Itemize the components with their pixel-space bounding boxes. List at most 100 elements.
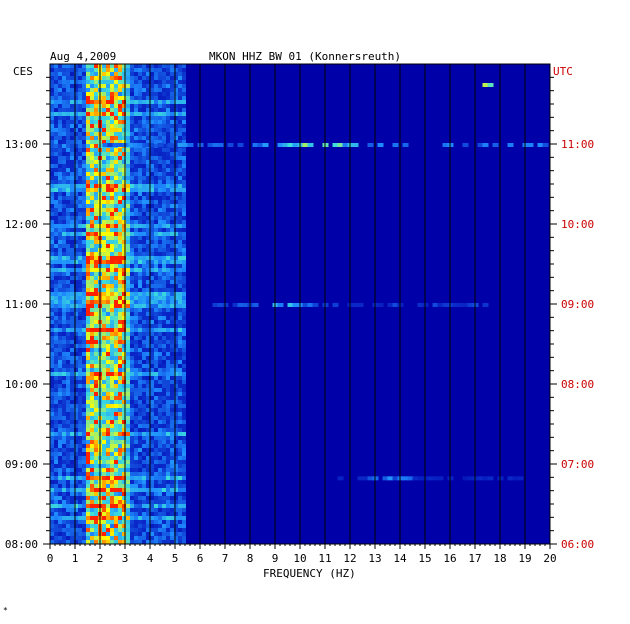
spectrogram-cell <box>162 192 166 196</box>
spectrogram-cell <box>86 376 90 380</box>
spectrogram-cell <box>178 220 182 224</box>
spectrogram-cell <box>182 400 186 404</box>
spectrogram-cell <box>170 508 174 512</box>
spectrogram-cell <box>62 416 66 420</box>
spectrogram-cell <box>126 240 130 244</box>
spectrogram-cell <box>74 200 78 204</box>
spectrogram-cell <box>58 228 62 232</box>
spectrogram-cell <box>166 160 170 164</box>
spectrogram-cell <box>150 156 154 160</box>
spectrogram-cell <box>130 428 134 432</box>
spectrogram-cell <box>174 240 178 244</box>
spectrogram-cell <box>82 484 86 488</box>
spectrogram-cell <box>182 228 186 232</box>
spectrogram-cell <box>118 472 122 476</box>
event-cell <box>477 476 484 481</box>
spectrogram-cell <box>126 412 130 416</box>
spectrogram-cell <box>138 204 142 208</box>
spectrogram-cell <box>54 332 58 336</box>
spectrogram-cell <box>86 504 90 508</box>
spectrogram-cell <box>150 280 154 284</box>
spectrogram-cell <box>126 472 130 476</box>
spectrogram-cell <box>74 80 78 84</box>
spectrogram-cell <box>142 128 146 132</box>
spectrogram-cell <box>146 336 150 340</box>
spectrogram-cell <box>106 132 110 136</box>
spectrogram-cell <box>182 436 186 440</box>
spectrogram-cell <box>94 540 98 544</box>
spectrogram-cell <box>166 128 170 132</box>
spectrogram-cell <box>130 112 134 116</box>
spectrogram-cell <box>170 300 174 304</box>
spectrogram-cell <box>70 460 74 464</box>
spectrogram-cell <box>158 444 162 448</box>
spectrogram-cell <box>70 204 74 208</box>
spectrogram-cell <box>114 140 118 144</box>
spectrogram-cell <box>110 248 114 252</box>
spectrogram-cell <box>70 388 74 392</box>
spectrogram-cell <box>114 336 118 340</box>
spectrogram-cell <box>122 308 126 312</box>
spectrogram-cell <box>150 252 154 256</box>
spectrogram-cell <box>70 476 74 480</box>
spectrogram-cell <box>50 436 54 440</box>
spectrogram-cell <box>106 212 110 216</box>
spectrogram-cell <box>150 116 154 120</box>
spectrogram-cell <box>114 120 118 124</box>
spectrogram-cell <box>58 344 62 348</box>
spectrogram-cell <box>58 108 62 112</box>
spectrogram-cell <box>74 388 78 392</box>
spectrogram-cell <box>86 492 90 496</box>
spectrogram-cell <box>178 308 182 312</box>
spectrogram-cell <box>166 108 170 112</box>
spectrogram-cell <box>66 84 70 88</box>
spectrogram-cell <box>174 248 178 252</box>
spectrogram-cell <box>138 320 142 324</box>
spectrogram-cell <box>174 536 178 540</box>
spectrogram-cell <box>162 104 166 108</box>
spectrogram-cell <box>174 152 178 156</box>
spectrogram-cell <box>114 460 118 464</box>
spectrogram-cell <box>106 156 110 160</box>
spectrogram-cell <box>146 408 150 412</box>
spectrogram-cell <box>130 108 134 112</box>
spectrogram-cell <box>78 376 82 380</box>
spectrogram-cell <box>62 360 66 364</box>
spectrogram-cell <box>50 328 54 332</box>
spectrogram-cell <box>78 136 82 140</box>
spectrogram-cell <box>138 328 142 332</box>
spectrogram-cell <box>94 444 98 448</box>
spectrogram-cell <box>130 120 134 124</box>
spectrogram-cell <box>142 84 146 88</box>
spectrogram-cell <box>150 212 154 216</box>
event-cell <box>277 303 284 307</box>
spectrogram-cell <box>182 440 186 444</box>
spectrogram-cell <box>74 264 78 268</box>
spectrogram-cell <box>170 424 174 428</box>
spectrogram-cell <box>54 244 58 248</box>
spectrogram-cell <box>54 168 58 172</box>
spectrogram-cell <box>58 456 62 460</box>
left-tick-label: 08:00 <box>5 538 38 551</box>
spectrogram-cell <box>78 248 82 252</box>
spectrogram-cell <box>66 392 70 396</box>
spectrogram-cell <box>142 252 146 256</box>
spectrogram-cell <box>178 328 182 332</box>
spectrogram-cell <box>90 316 94 320</box>
spectrogram-cell <box>182 536 186 540</box>
spectrogram-cell <box>102 184 106 188</box>
spectrogram-cell <box>170 312 174 316</box>
spectrogram-cell <box>58 480 62 484</box>
spectrogram-cell <box>106 64 110 68</box>
spectrogram-cell <box>58 508 62 512</box>
event-cell <box>142 143 149 147</box>
spectrogram-cell <box>162 528 166 532</box>
spectrogram-cell <box>86 168 90 172</box>
spectrogram-cell <box>74 168 78 172</box>
spectrogram-cell <box>154 112 158 116</box>
spectrogram-cell <box>66 296 70 300</box>
spectrogram-cell <box>66 284 70 288</box>
spectrogram-cell <box>66 508 70 512</box>
spectrogram-cell <box>82 396 86 400</box>
spectrogram-cell <box>150 308 154 312</box>
